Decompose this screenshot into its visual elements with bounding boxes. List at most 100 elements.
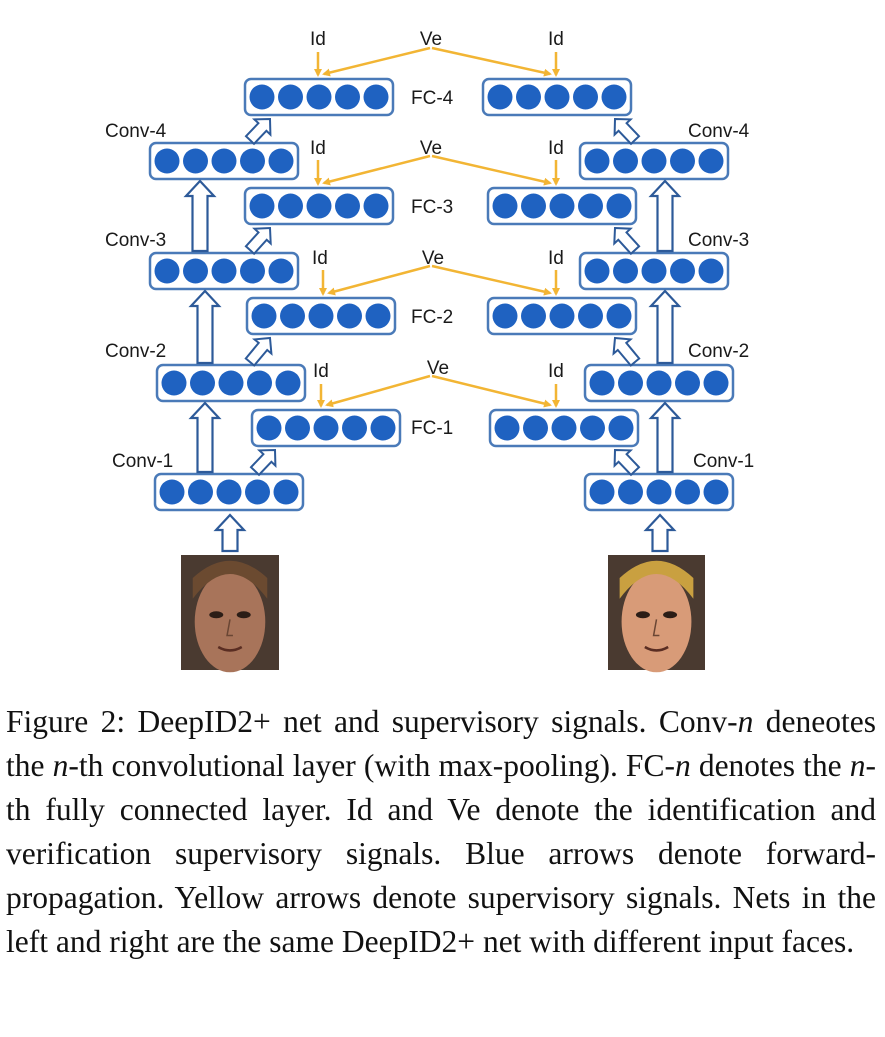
neuron: [573, 84, 598, 110]
neuron: [521, 303, 546, 329]
neuron: [492, 193, 518, 219]
neuron: [183, 258, 208, 284]
forward-arrow: [183, 179, 217, 253]
neuron: [363, 84, 389, 110]
id-signal-label: Id: [310, 29, 326, 50]
right-conv-label-1: Conv-1: [693, 451, 754, 472]
neuron: [268, 258, 294, 284]
caption-text: denotes the: [690, 748, 850, 783]
neuron: [516, 84, 541, 110]
left-fc-layer-3: [243, 186, 395, 226]
neuron: [335, 193, 360, 219]
neuron: [273, 479, 299, 505]
neuron: [247, 370, 272, 396]
neuron: [494, 415, 520, 441]
forward-arrow: [244, 117, 272, 146]
forward-arrow: [648, 289, 682, 365]
neuron: [641, 148, 667, 174]
ve-signal-label: Ve: [420, 138, 442, 159]
neuron: [218, 370, 244, 396]
supervisory-arrow: [325, 374, 431, 408]
neuron: [613, 258, 638, 284]
right-conv-layer-3: [578, 251, 730, 291]
neuron: [216, 479, 242, 505]
forward-arrow: [249, 448, 277, 477]
forward-arrow: [612, 336, 641, 367]
neuron: [670, 258, 695, 284]
neuron: [646, 479, 672, 505]
right-fc-layer-4: [481, 77, 633, 117]
neuron: [342, 415, 367, 441]
right-conv-label-4: Conv-4: [688, 121, 750, 142]
caption-var-n: n: [737, 704, 754, 739]
hair: [192, 560, 268, 599]
left-fc-layer-1: [250, 408, 402, 448]
left-fc-layer-2: [245, 296, 397, 336]
neuron: [154, 148, 180, 174]
neuron: [365, 303, 391, 329]
fc-label-2: FC-2: [411, 307, 453, 328]
forward-arrow: [648, 179, 682, 253]
forward-arrow: [613, 117, 641, 146]
neuron: [275, 370, 301, 396]
neuron: [370, 415, 396, 441]
left-conv-label-4: Conv-4: [105, 121, 167, 142]
neuron: [335, 84, 360, 110]
neuron: [613, 148, 638, 174]
neuron: [646, 370, 672, 396]
eye-icon: [236, 611, 251, 619]
neuron: [306, 84, 332, 110]
neuron: [670, 148, 695, 174]
caption-var-n: n: [674, 748, 691, 783]
id-signal-label: Id: [548, 248, 564, 269]
caption-text: DeepID2+ net and supervisory signals. Co…: [125, 704, 738, 739]
left-conv-layer-2: [155, 363, 307, 403]
id-signal-label: Id: [312, 248, 328, 269]
caption-text: -th fully connected layer. Id and Ve den…: [6, 748, 877, 959]
ve-signal-label: Ve: [422, 248, 444, 269]
right-fc-layer-3: [486, 186, 638, 226]
ve-signal-label: Ve: [420, 29, 442, 50]
input-face-right: [608, 555, 705, 673]
right-fc-layer-2: [486, 296, 638, 336]
forward-arrow: [244, 336, 273, 367]
neuron: [589, 479, 615, 505]
forward-arrow: [213, 513, 247, 553]
neuron: [578, 193, 603, 219]
neuron: [249, 193, 275, 219]
supervisory-arrow: [322, 46, 431, 77]
neuron: [188, 479, 213, 505]
neuron: [675, 370, 700, 396]
neuron: [584, 148, 610, 174]
left-conv-layer-3: [148, 251, 300, 291]
forward-arrow: [613, 448, 641, 477]
left-conv-layer-4: [148, 141, 300, 181]
neuron: [675, 479, 700, 505]
neuron: [211, 148, 237, 174]
supervisory-arrow: [322, 154, 431, 186]
neuron: [256, 415, 282, 441]
neuron: [190, 370, 215, 396]
neuron: [268, 148, 294, 174]
neuron: [487, 84, 513, 110]
caption-text: deneotes the: [6, 704, 876, 783]
left-conv-label-1: Conv-1: [112, 451, 173, 472]
neuron: [703, 479, 729, 505]
neuron: [549, 193, 575, 219]
neuron: [578, 303, 603, 329]
neuron: [492, 303, 518, 329]
neuron: [698, 148, 724, 174]
id-signal-label: Id: [548, 361, 564, 382]
neuron: [251, 303, 277, 329]
neuron: [337, 303, 362, 329]
neuron: [240, 148, 265, 174]
forward-arrow: [188, 289, 222, 365]
id-signal-label: Id: [313, 361, 329, 382]
id-signal-label: Id: [548, 138, 564, 159]
supervisory-arrow: [431, 374, 552, 408]
neuron: [584, 258, 610, 284]
supervisory-arrow: [431, 46, 552, 77]
neuron: [608, 415, 634, 441]
neuron: [641, 258, 667, 284]
fc-label-1: FC-1: [411, 418, 453, 439]
